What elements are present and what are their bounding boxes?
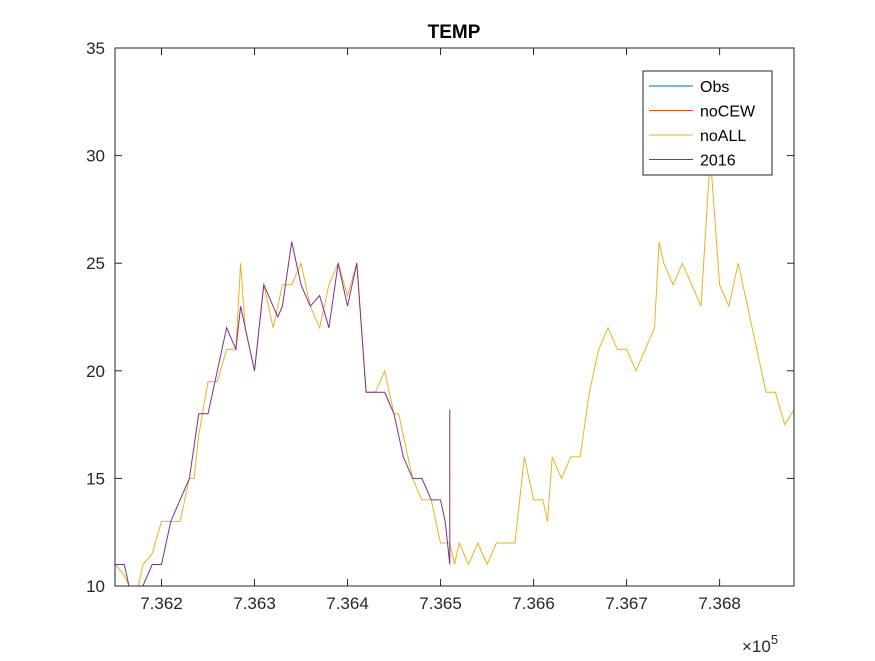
x-exponent-power: 5	[771, 632, 778, 647]
series-line-noall	[115, 155, 794, 586]
y-tick-label: 10	[86, 577, 105, 596]
x-tick-label: 7.362	[140, 594, 183, 613]
x-tick-label: 7.366	[512, 594, 555, 613]
x-tick-label: 7.364	[326, 594, 369, 613]
y-tick-label: 20	[86, 362, 105, 381]
x-exponent-base: ×10	[742, 637, 771, 656]
svg-text:×105: ×105	[742, 632, 778, 656]
y-tick-label: 30	[86, 147, 105, 166]
legend-label-nocew: noCEW	[700, 104, 756, 121]
series-layer	[115, 155, 794, 586]
legend-label-noall: noALL	[700, 128, 746, 145]
y-tick-label: 25	[86, 254, 105, 273]
y-tick-label: 35	[86, 39, 105, 58]
legend-box	[642, 70, 773, 176]
series-line-2016	[115, 241, 451, 586]
x-tick-label: 7.367	[605, 594, 648, 613]
chart-title: TEMP	[428, 22, 481, 43]
y-tick-label: 15	[86, 469, 105, 488]
y-axis: 10 15 20 25 30 35	[86, 39, 794, 596]
legend-label-2016: 2016	[700, 153, 736, 170]
legend[interactable]: Obs noCEW noALL 2016	[642, 70, 773, 176]
legend-label-obs: Obs	[700, 79, 729, 96]
x-axis-exponent: ×105	[742, 632, 778, 656]
x-tick-label: 7.363	[233, 594, 276, 613]
plot-frame	[114, 47, 795, 587]
x-tick-label: 7.368	[698, 594, 741, 613]
x-tick-label: 7.365	[419, 594, 462, 613]
x-axis: 7.362 7.363 7.364 7.365 7.366 7.367 7.368	[140, 48, 741, 613]
